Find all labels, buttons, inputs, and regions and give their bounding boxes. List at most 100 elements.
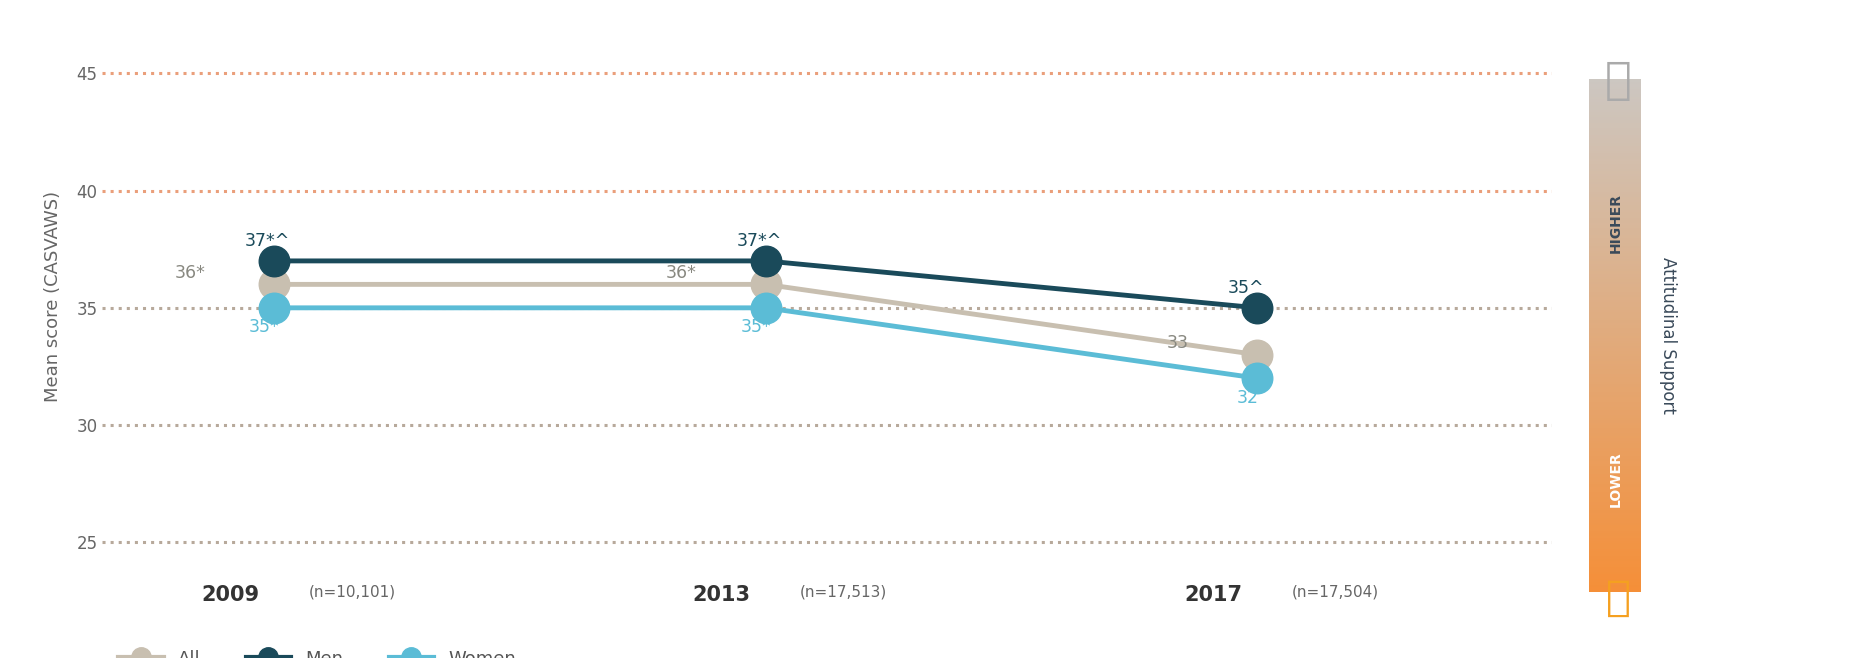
Bar	[1589, 490, 1641, 492]
Bar	[1589, 310, 1641, 313]
Bar	[1589, 79, 1641, 82]
Bar	[1589, 479, 1641, 482]
Bar	[1589, 113, 1641, 115]
Bar	[1589, 505, 1641, 507]
Bar	[1589, 264, 1641, 266]
Bar	[1589, 307, 1641, 310]
Bar	[1589, 554, 1641, 556]
Bar	[1589, 236, 1641, 238]
Bar	[1589, 199, 1641, 202]
Bar	[1589, 376, 1641, 379]
Bar	[1589, 141, 1641, 143]
Bar	[1589, 536, 1641, 538]
Bar	[1589, 87, 1641, 89]
Bar	[1589, 145, 1641, 148]
Bar	[1589, 266, 1641, 269]
Bar	[1589, 143, 1641, 145]
Bar	[1589, 577, 1641, 580]
Bar	[1589, 572, 1641, 574]
Bar	[1589, 292, 1641, 295]
Bar	[1589, 130, 1641, 133]
Bar	[1589, 418, 1641, 420]
Bar	[1589, 128, 1641, 130]
Bar	[1589, 92, 1641, 94]
Bar	[1589, 415, 1641, 418]
Bar	[1589, 210, 1641, 213]
Bar	[1589, 487, 1641, 490]
Bar	[1589, 238, 1641, 241]
Bar	[1589, 384, 1641, 387]
Bar	[1589, 299, 1641, 302]
Text: 35*: 35*	[249, 318, 281, 336]
Bar	[1589, 259, 1641, 261]
Text: (n=17,513): (n=17,513)	[799, 585, 887, 599]
Bar	[1589, 590, 1641, 592]
Text: 36*: 36*	[666, 264, 697, 282]
Bar	[1589, 320, 1641, 322]
Bar	[1589, 515, 1641, 518]
Bar	[1589, 420, 1641, 423]
Bar	[1589, 256, 1641, 259]
Bar	[1589, 169, 1641, 171]
Bar	[1589, 328, 1641, 330]
Bar	[1589, 559, 1641, 561]
Bar	[1589, 544, 1641, 546]
Bar	[1589, 222, 1641, 225]
Bar	[1589, 230, 1641, 233]
Bar	[1589, 336, 1641, 338]
Bar	[1589, 503, 1641, 505]
Bar	[1589, 315, 1641, 318]
Bar	[1589, 107, 1641, 110]
Bar	[1589, 182, 1641, 184]
Bar	[1589, 456, 1641, 459]
Bar	[1589, 433, 1641, 436]
Bar	[1589, 290, 1641, 292]
Bar	[1589, 472, 1641, 474]
Bar	[1589, 556, 1641, 559]
Bar	[1589, 202, 1641, 205]
Bar	[1589, 218, 1641, 220]
Bar	[1589, 587, 1641, 590]
Bar	[1589, 341, 1641, 343]
Bar	[1589, 251, 1641, 253]
Bar	[1589, 105, 1641, 107]
Bar	[1589, 379, 1641, 382]
Text: 35^: 35^	[1227, 279, 1264, 297]
Bar	[1589, 530, 1641, 533]
Bar	[1589, 325, 1641, 328]
Bar	[1589, 395, 1641, 397]
Bar	[1589, 318, 1641, 320]
Bar	[1589, 159, 1641, 161]
Bar	[1589, 313, 1641, 315]
Bar	[1589, 410, 1641, 413]
Text: (n=10,101): (n=10,101)	[309, 585, 396, 599]
Bar	[1589, 533, 1641, 536]
Bar	[1589, 330, 1641, 333]
Y-axis label: Mean score (CASVAWS): Mean score (CASVAWS)	[45, 191, 63, 401]
Bar	[1589, 484, 1641, 487]
Bar	[1589, 584, 1641, 587]
Text: 2009: 2009	[201, 585, 258, 605]
Bar	[1589, 476, 1641, 479]
Text: 33: 33	[1167, 334, 1188, 353]
Bar	[1589, 89, 1641, 92]
Bar	[1589, 287, 1641, 290]
Bar	[1589, 276, 1641, 279]
Bar	[1589, 84, 1641, 87]
Bar	[1589, 176, 1641, 179]
Bar	[1589, 513, 1641, 515]
Bar	[1589, 220, 1641, 222]
Bar	[1589, 97, 1641, 99]
Bar	[1589, 446, 1641, 449]
Bar	[1589, 120, 1641, 122]
Bar	[1589, 295, 1641, 297]
Bar	[1589, 356, 1641, 359]
Bar	[1589, 423, 1641, 425]
Bar	[1589, 467, 1641, 469]
Bar	[1589, 436, 1641, 438]
Bar	[1589, 405, 1641, 407]
Bar	[1589, 233, 1641, 236]
Bar	[1589, 369, 1641, 372]
Bar	[1589, 561, 1641, 564]
Bar	[1589, 274, 1641, 276]
